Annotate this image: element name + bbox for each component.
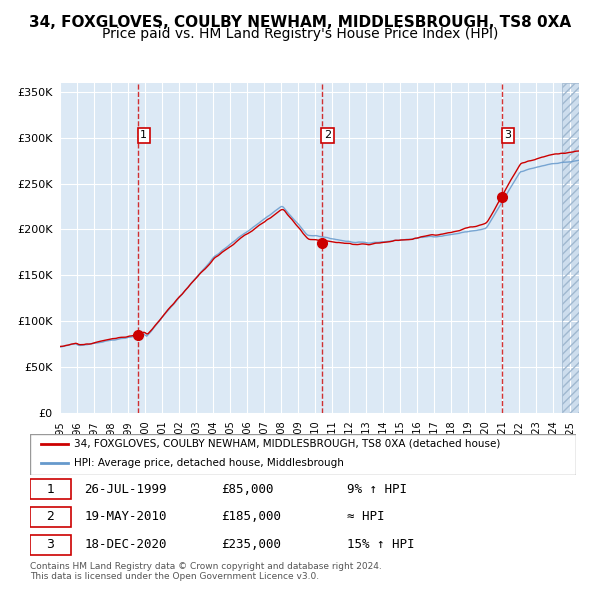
Text: 9% ↑ HPI: 9% ↑ HPI	[347, 483, 407, 496]
FancyBboxPatch shape	[30, 507, 71, 527]
Text: 2: 2	[47, 510, 55, 523]
Text: 3: 3	[47, 538, 55, 551]
Text: 34, FOXGLOVES, COULBY NEWHAM, MIDDLESBROUGH, TS8 0XA (detached house): 34, FOXGLOVES, COULBY NEWHAM, MIDDLESBRO…	[74, 439, 500, 449]
Text: 1: 1	[47, 483, 55, 496]
Text: £185,000: £185,000	[221, 510, 281, 523]
FancyBboxPatch shape	[30, 480, 71, 499]
Bar	[562, 83, 579, 413]
Text: £85,000: £85,000	[221, 483, 274, 496]
Text: 19-MAY-2010: 19-MAY-2010	[85, 510, 167, 523]
Text: HPI: Average price, detached house, Middlesbrough: HPI: Average price, detached house, Midd…	[74, 458, 344, 468]
FancyBboxPatch shape	[30, 535, 71, 555]
Text: £235,000: £235,000	[221, 538, 281, 551]
Text: 15% ↑ HPI: 15% ↑ HPI	[347, 538, 414, 551]
Text: 34, FOXGLOVES, COULBY NEWHAM, MIDDLESBROUGH, TS8 0XA: 34, FOXGLOVES, COULBY NEWHAM, MIDDLESBRO…	[29, 15, 571, 30]
Text: 3: 3	[504, 130, 511, 140]
Text: 26-JUL-1999: 26-JUL-1999	[85, 483, 167, 496]
Text: Contains HM Land Registry data © Crown copyright and database right 2024.
This d: Contains HM Land Registry data © Crown c…	[30, 562, 382, 581]
Text: Price paid vs. HM Land Registry's House Price Index (HPI): Price paid vs. HM Land Registry's House …	[102, 27, 498, 41]
Text: 18-DEC-2020: 18-DEC-2020	[85, 538, 167, 551]
Text: ≈ HPI: ≈ HPI	[347, 510, 384, 523]
Text: 1: 1	[140, 130, 148, 140]
Text: 2: 2	[324, 130, 331, 140]
FancyBboxPatch shape	[30, 434, 576, 475]
Bar	[562, 83, 579, 413]
